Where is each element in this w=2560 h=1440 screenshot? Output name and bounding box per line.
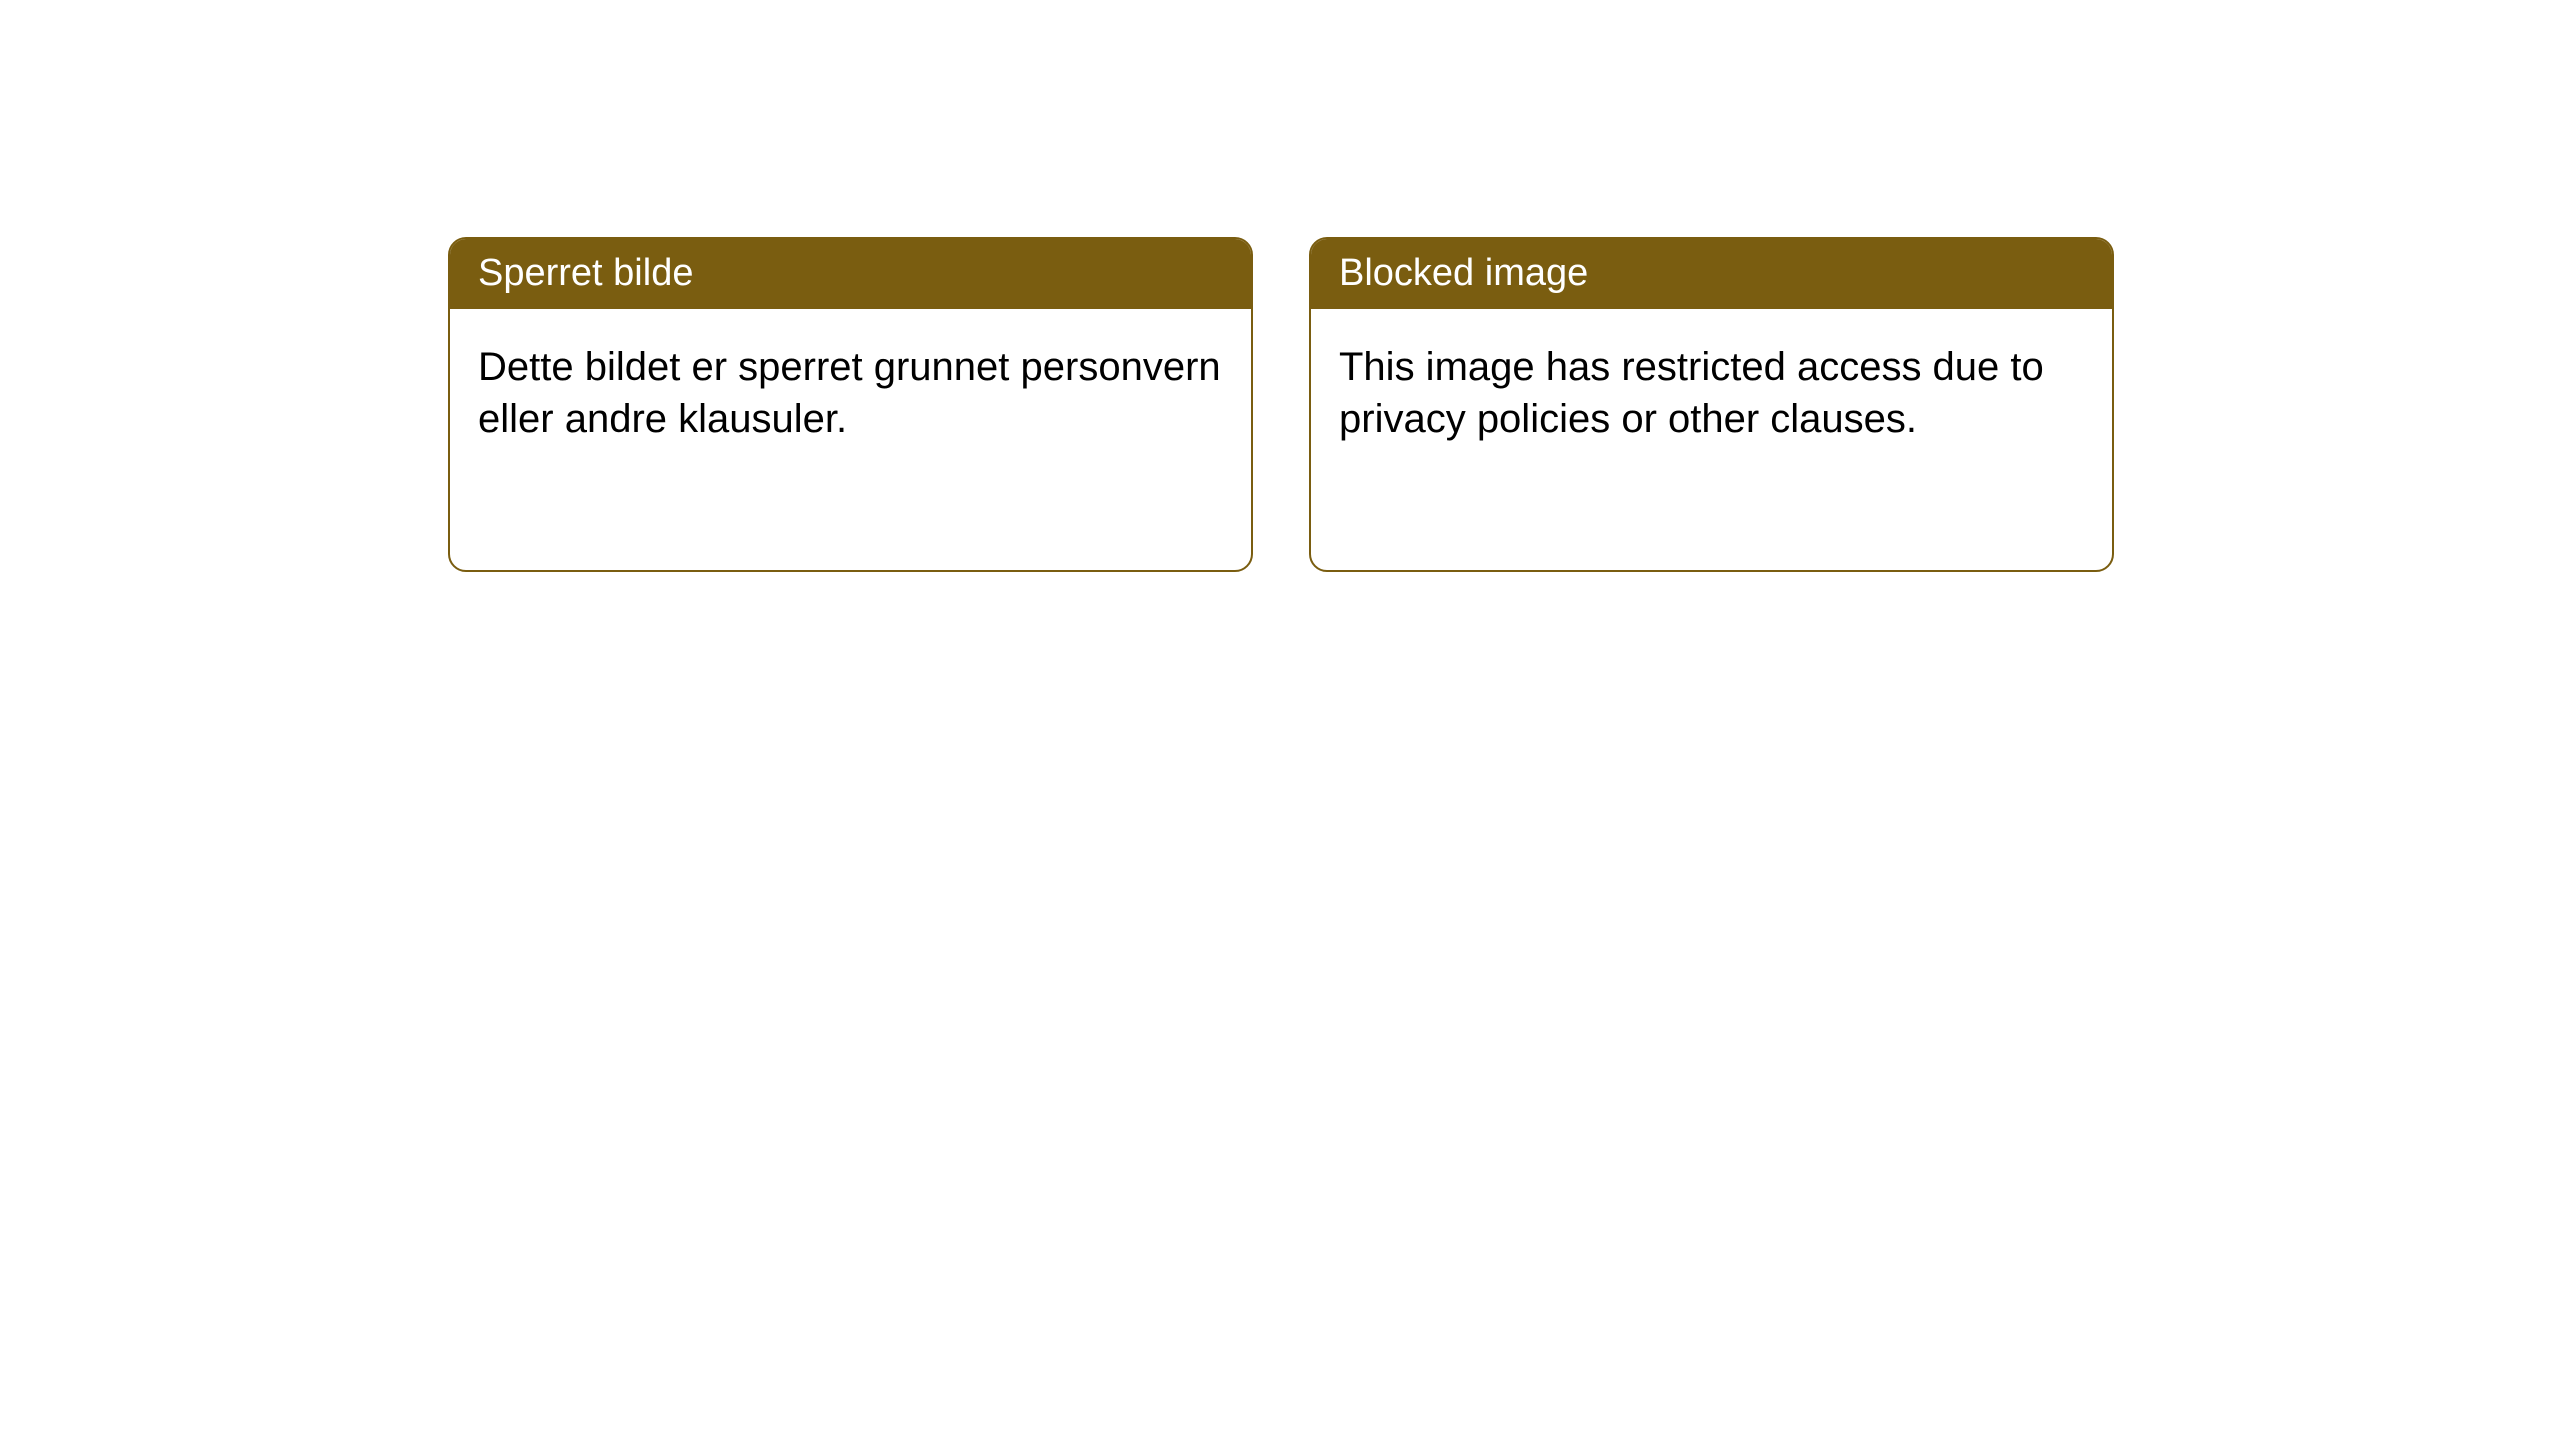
notice-container: Sperret bilde Dette bildet er sperret gr… [448,237,2114,572]
notice-card-message: This image has restricted access due to … [1339,345,2044,441]
notice-card-norwegian: Sperret bilde Dette bildet er sperret gr… [448,237,1253,572]
notice-card-header: Blocked image [1311,239,2112,309]
notice-card-message: Dette bildet er sperret grunnet personve… [478,345,1221,441]
notice-card-title: Blocked image [1339,252,1588,294]
notice-card-body: Dette bildet er sperret grunnet personve… [450,309,1251,477]
notice-card-english: Blocked image This image has restricted … [1309,237,2114,572]
notice-card-body: This image has restricted access due to … [1311,309,2112,477]
notice-card-header: Sperret bilde [450,239,1251,309]
notice-card-title: Sperret bilde [478,252,693,294]
